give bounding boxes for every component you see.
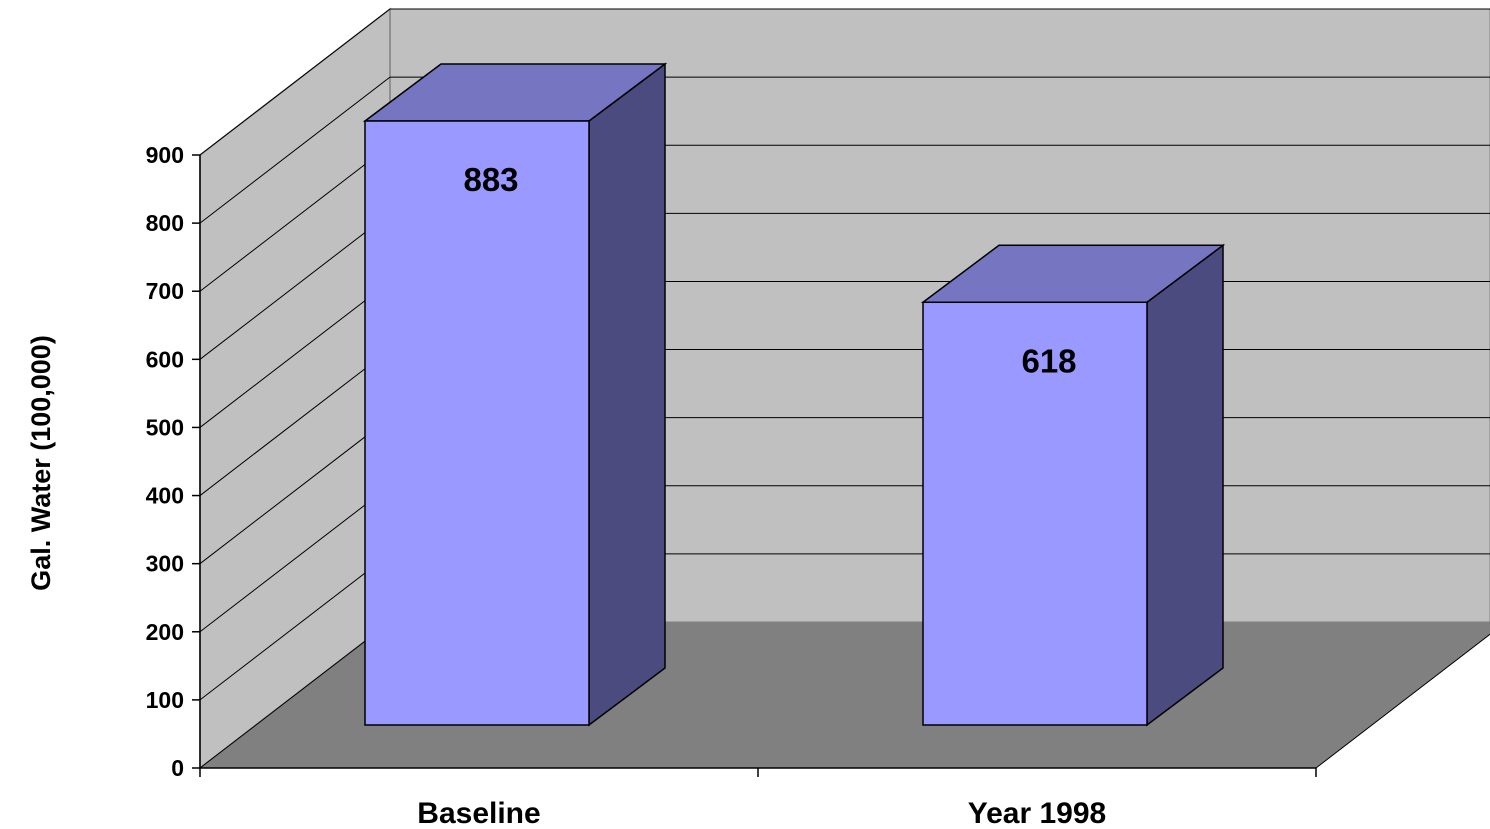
axes — [192, 154, 1490, 777]
gridline-side — [199, 212, 391, 360]
y-tick-label: 500 — [146, 414, 184, 440]
bar-front — [922, 301, 1148, 726]
y-tick-label: 700 — [146, 278, 184, 304]
y-tick-label: 400 — [146, 483, 184, 509]
gridline-side — [199, 417, 391, 565]
y-tick-label: 200 — [146, 619, 184, 645]
y-tick-label: 800 — [146, 210, 184, 236]
category-label: Year 1998 — [968, 797, 1106, 829]
bar-side — [588, 62, 666, 727]
bar — [362, 62, 668, 727]
gridline-side — [199, 76, 391, 224]
category-labels: Baseline Year 1998 — [417, 797, 1106, 829]
data-label: 883 — [463, 161, 518, 198]
y-axis-title: Gal. Water (100,000) — [26, 335, 56, 591]
y-tick-label: 300 — [146, 551, 184, 577]
bar-front — [364, 120, 590, 726]
gridline-side — [199, 8, 391, 156]
y-tick-label: 0 — [171, 755, 184, 781]
bar-side — [1146, 243, 1224, 727]
y-tick-labels: 0 100 200 300 400 500 600 700 800 900 — [146, 142, 184, 781]
bars — [362, 62, 1226, 727]
gridline-side — [199, 553, 391, 701]
gridline-side — [199, 281, 391, 428]
gridline-side — [199, 144, 391, 292]
bar — [920, 243, 1226, 727]
category-label: Baseline — [417, 797, 540, 829]
gridline-side — [199, 485, 391, 633]
y-tick-label: 900 — [146, 142, 184, 168]
y-tick-label: 100 — [146, 687, 184, 713]
y-tick-label: 600 — [146, 346, 184, 372]
floor-edge — [1315, 633, 1490, 769]
data-label: 618 — [1021, 342, 1076, 379]
data-labels: 883 618 — [463, 161, 1076, 379]
gridline-side — [199, 621, 391, 769]
gridline-side — [199, 349, 391, 496]
